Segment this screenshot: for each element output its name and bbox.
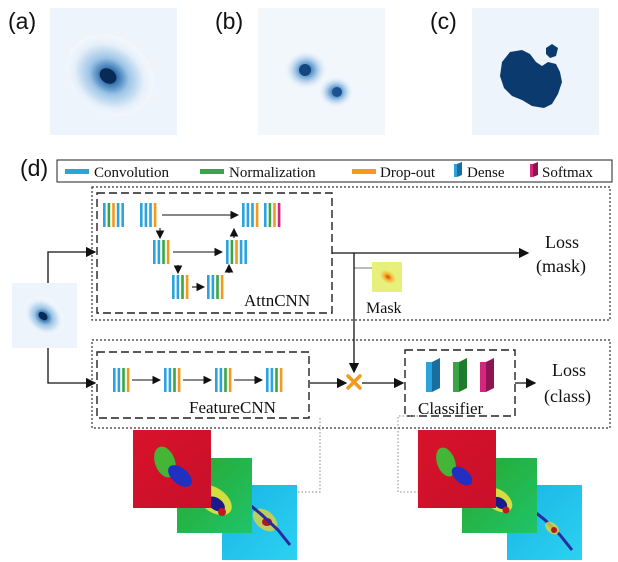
norm-layer: [216, 275, 219, 299]
legend-normalization-label: Normalization: [229, 165, 316, 181]
dropout-layer: [112, 203, 115, 227]
conv-layer: [251, 203, 254, 227]
mask-label: Mask: [366, 300, 402, 317]
conv-layer: [226, 240, 229, 264]
conv-layer: [176, 275, 180, 299]
dropout-layer: [185, 275, 189, 299]
mask-heatmap-thumbnail: [372, 262, 402, 292]
panel-label-a: (a): [8, 8, 37, 34]
conv-layer: [266, 368, 269, 392]
galaxy-image-a: [50, 8, 177, 135]
dropout-layer: [153, 203, 157, 227]
loss-class-line2: (class): [544, 386, 591, 407]
conv-layer: [103, 203, 106, 227]
conv-layer: [153, 240, 156, 264]
input-to-attncnn-arrow: [47, 246, 97, 283]
legend-dropout-swatch: [352, 169, 376, 174]
featurecnn-maps-leader: [295, 418, 321, 493]
norm-layer: [122, 368, 125, 392]
legend-dropout-label: Drop-out: [380, 165, 436, 181]
conv-layer: [215, 368, 218, 392]
featurecnn-box: [96, 351, 310, 419]
softmax-layer: [277, 203, 281, 227]
legend-dense-label: Dense: [467, 165, 505, 181]
conv-layer: [219, 368, 223, 392]
classifier-maps-leader: [397, 415, 418, 493]
conv-layer: [246, 203, 250, 227]
norm-layer: [275, 368, 278, 392]
featurecnn-label: FeatureCNN: [189, 398, 276, 417]
legend-convolution-swatch: [65, 169, 89, 174]
mask-image-c: [472, 8, 599, 135]
conv-layer: [172, 275, 175, 299]
conv-layer: [113, 368, 116, 392]
norm-layer: [181, 275, 184, 299]
conv-layer: [140, 203, 143, 227]
input-to-featurecnn-arrow: [47, 348, 97, 389]
conv-layer: [164, 368, 167, 392]
dropout-layer: [228, 368, 232, 392]
dropout-layer: [279, 368, 283, 392]
conv-layer: [144, 203, 148, 227]
conv-layer: [270, 368, 274, 392]
legend-dense-icon: [454, 162, 462, 177]
conv-layer: [207, 275, 210, 299]
legend-convolution-label: Convolution: [94, 165, 170, 181]
conv-layer: [117, 368, 121, 392]
panel-label-c: (c): [430, 8, 457, 34]
dropout-layer: [235, 240, 238, 264]
multiply-icon: [346, 374, 362, 390]
classifier-dense-blocks: [426, 358, 494, 392]
conv-layer: [242, 203, 245, 227]
norm-layer: [107, 203, 111, 227]
attncnn-label: AttnCNN: [244, 291, 310, 310]
conv-layer: [211, 275, 215, 299]
input-galaxy-image: [12, 283, 77, 348]
dropout-layer: [177, 368, 181, 392]
featurecnn-layers: [113, 368, 283, 392]
conv-layer: [116, 203, 120, 227]
legend-normalization-swatch: [200, 169, 224, 174]
loss-mask-line1: Loss: [545, 232, 579, 252]
conv-layer: [264, 203, 267, 227]
mask-branch-box: [91, 186, 611, 321]
legend-softmax-icon: [530, 162, 538, 177]
dropout-layer: [166, 240, 170, 264]
legend-softmax-label: Softmax: [542, 165, 593, 181]
conv-layer: [121, 203, 124, 227]
dropout-layer: [220, 275, 224, 299]
dropout-layer: [255, 203, 259, 227]
conv-layer: [239, 240, 243, 264]
panel-label-d: (d): [20, 155, 49, 181]
norm-layer: [268, 203, 272, 227]
legend: Convolution Normalization Drop-out Dense…: [56, 159, 613, 183]
norm-layer: [230, 240, 234, 264]
loss-mask-line2: (mask): [536, 256, 586, 277]
featurecnn-feature-maps: [133, 430, 297, 560]
galaxy-image-b: [258, 8, 385, 135]
classifier-label: Classifier: [418, 399, 483, 418]
loss-class-line1: Loss: [552, 360, 586, 380]
conv-layer: [168, 368, 172, 392]
conv-layer: [157, 240, 161, 264]
classifier-feature-maps: [418, 430, 582, 560]
dropout-layer: [273, 203, 276, 227]
panel-label-b: (b): [215, 8, 244, 34]
conv-layer: [244, 240, 247, 264]
dropout-layer: [126, 368, 130, 392]
norm-layer: [173, 368, 176, 392]
attncnn-layers: [103, 203, 281, 299]
classifier-box: [404, 349, 516, 417]
norm-layer: [224, 368, 227, 392]
conv-layer: [149, 203, 152, 227]
norm-layer: [162, 240, 165, 264]
